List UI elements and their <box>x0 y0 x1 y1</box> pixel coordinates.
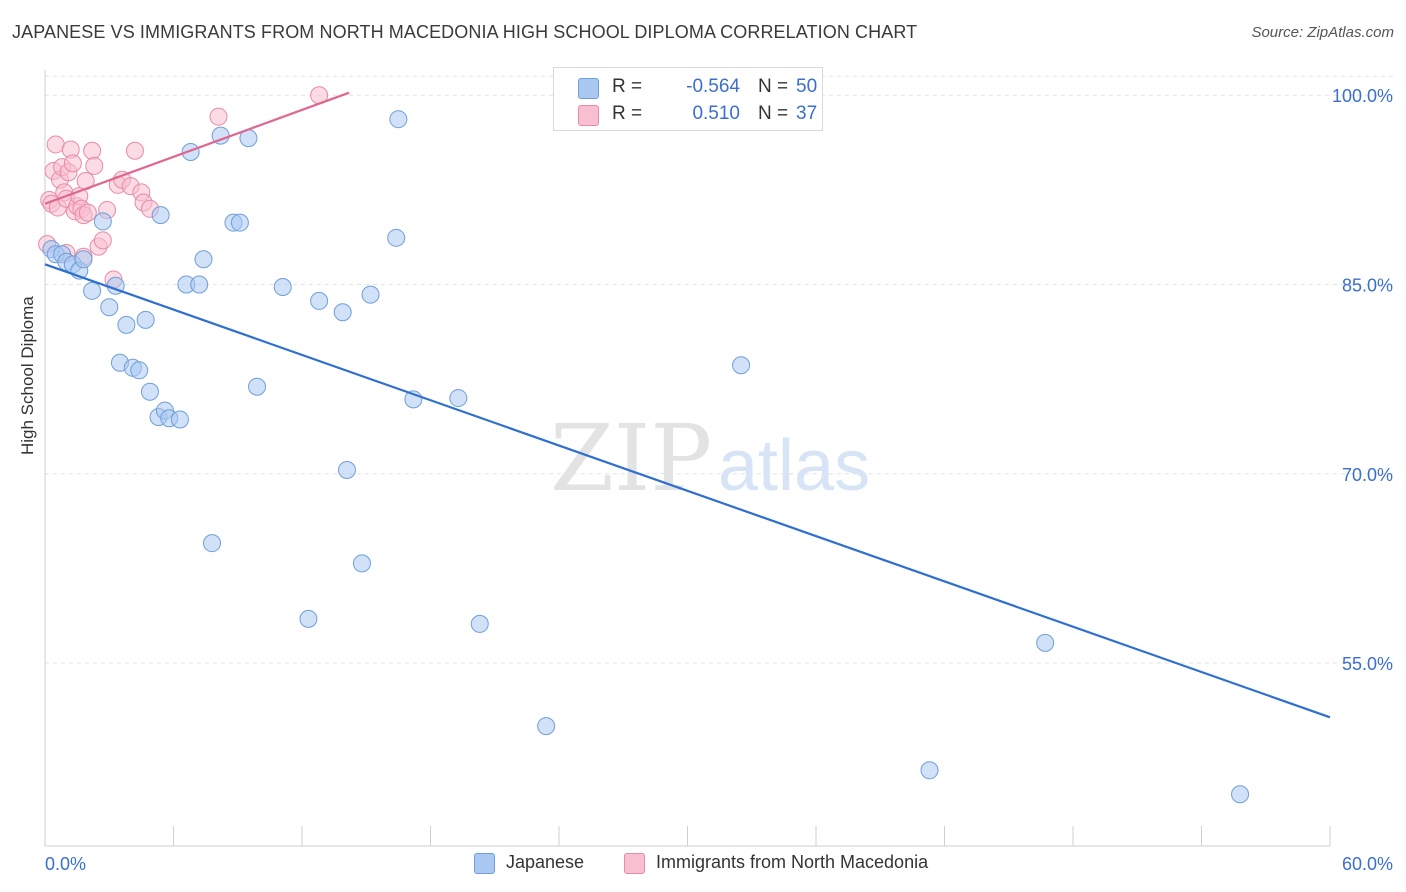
data-point-japanese <box>310 291 329 310</box>
legend-n-value: 50 <box>796 76 818 97</box>
data-point-japanese <box>194 250 213 269</box>
legend-n-label: N = <box>758 103 789 124</box>
watermark-atlas: atlas <box>718 426 870 506</box>
source-label: Source: ZipAtlas.com <box>1251 24 1394 41</box>
data-point-north-macedonia <box>78 203 97 222</box>
bottom-legend-label-japanese: Japanese <box>506 852 585 872</box>
data-point-japanese <box>100 298 119 317</box>
stats-legend: R = -0.564 N = 50 R = 0.510 N = 37 <box>553 67 823 131</box>
series-japanese-points <box>42 87 1250 804</box>
watermark: ZIP atlas <box>550 405 870 512</box>
watermark-zip: ZIP <box>550 405 712 512</box>
data-point-japanese <box>1036 633 1055 652</box>
data-point-north-macedonia <box>125 141 144 160</box>
data-point-japanese <box>83 281 102 300</box>
data-point-japanese <box>299 609 318 628</box>
bottom-legend-label-north-macedonia: Immigrants from North Macedonia <box>656 852 929 872</box>
data-point-japanese <box>74 250 93 269</box>
data-point-japanese <box>140 382 159 401</box>
chart-title: JAPANESE VS IMMIGRANTS FROM NORTH MACEDO… <box>12 22 918 42</box>
trend-line-north-macedonia <box>44 91 350 205</box>
data-point-north-macedonia <box>93 231 112 250</box>
data-point-japanese <box>190 275 209 294</box>
legend-swatch-pink <box>578 105 599 126</box>
legend-r-label: R = <box>612 103 643 124</box>
legend-r-label: R = <box>612 76 643 97</box>
data-point-japanese <box>117 315 136 334</box>
data-point-japanese <box>181 143 200 162</box>
legend-r-value: -0.564 <box>686 76 740 97</box>
data-point-japanese <box>389 110 408 129</box>
y-tick-label: 100.0% <box>1332 86 1393 106</box>
data-point-japanese <box>136 310 155 329</box>
legend-swatch-blue <box>578 78 599 99</box>
y-tick-label: 85.0% <box>1342 276 1393 296</box>
data-point-north-macedonia <box>46 135 65 154</box>
data-point-north-macedonia <box>63 154 82 173</box>
data-point-japanese <box>361 285 380 304</box>
data-point-north-macedonia <box>85 156 104 175</box>
tick-labels: 55.0% 70.0% 85.0% 100.0% 0.0% 60.0% <box>45 86 1393 874</box>
data-point-japanese <box>93 212 112 231</box>
grid-lines <box>45 75 1393 664</box>
y-tick-label: 70.0% <box>1342 465 1393 485</box>
data-point-japanese <box>732 356 751 375</box>
data-point-japanese <box>170 410 189 429</box>
x-tick-label: 60.0% <box>1342 854 1393 874</box>
legend-n-label: N = <box>758 76 789 97</box>
data-point-north-macedonia <box>83 141 102 160</box>
data-point-japanese <box>230 213 249 232</box>
data-point-japanese <box>337 460 356 479</box>
data-point-japanese <box>449 389 468 408</box>
data-point-japanese <box>387 228 406 247</box>
data-point-japanese <box>273 278 292 297</box>
data-point-japanese <box>203 534 222 553</box>
data-point-japanese <box>151 206 170 225</box>
data-point-japanese <box>1231 785 1250 804</box>
data-point-japanese <box>130 361 149 380</box>
data-point-japanese <box>333 303 352 322</box>
y-axis-label: High School Diploma <box>18 296 37 455</box>
x-tick-label: 0.0% <box>45 854 86 874</box>
data-point-north-macedonia <box>209 107 228 126</box>
bottom-legend-swatch-pink <box>624 853 645 874</box>
bottom-legend-swatch-blue <box>474 853 495 874</box>
data-point-japanese <box>537 717 556 736</box>
legend-n-value: 37 <box>796 103 818 124</box>
y-tick-label: 55.0% <box>1342 654 1393 674</box>
trend-line-japanese <box>44 263 1331 719</box>
data-point-japanese <box>248 377 267 396</box>
data-point-japanese <box>920 761 939 780</box>
data-point-japanese <box>352 554 371 573</box>
legend-r-value: 0.510 <box>692 103 740 124</box>
trend-lines <box>44 91 1331 719</box>
data-point-japanese <box>470 614 489 633</box>
